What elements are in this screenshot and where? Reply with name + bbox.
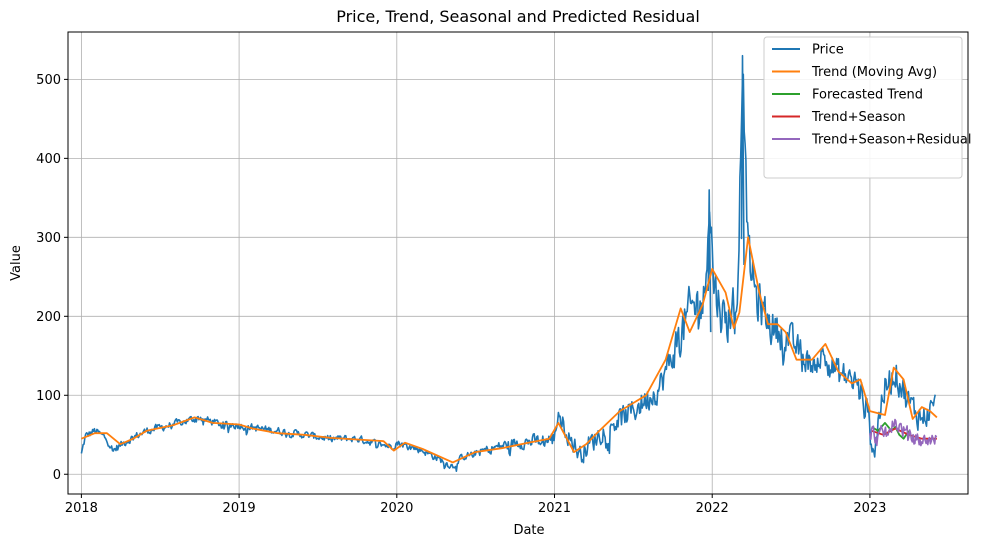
x-tick-label: 2020: [380, 501, 413, 516]
legend-box: [763, 36, 963, 179]
y-tick-label: 300: [36, 231, 61, 246]
y-tick-label: 500: [36, 73, 61, 88]
y-tick-label: 200: [36, 310, 61, 325]
series-lines: [80, 54, 938, 472]
x-tick-label: 2022: [696, 501, 729, 516]
x-tick-label: 2023: [853, 501, 886, 516]
legend-label: Trend (Moving Avg): [811, 65, 937, 80]
x-tick-label: 2019: [223, 501, 256, 516]
x-axis-label: Date: [513, 523, 544, 538]
y-tick-label: 100: [36, 389, 61, 404]
series-line-price: [80, 54, 936, 472]
legend-label: Trend+Season+Residual: [811, 133, 971, 148]
plot-frame: [67, 31, 969, 495]
series-line-trend-season-residual: [869, 418, 938, 447]
x-axis-ticks: 2018 2019 2020 2021 2022 2023: [65, 494, 886, 516]
legend-label: Trend+Season: [811, 110, 906, 125]
y-tick-label: 0: [53, 468, 61, 483]
y-axis-label: Value: [9, 245, 24, 281]
y-axis-ticks: 0 100 200 300 400 500: [36, 73, 68, 483]
legend-label: Forecasted Trend: [812, 88, 923, 103]
legend: Price Trend (Moving Avg) Forecasted Trend T…: [763, 36, 971, 179]
chart-title: Price, Trend, Seasonal and Predicted Res…: [336, 7, 700, 26]
x-tick-label: 2018: [65, 501, 98, 516]
series-line-trend-moving-avg: [81, 236, 938, 464]
legend-label: Price: [812, 43, 844, 58]
y-tick-label: 400: [36, 152, 61, 167]
x-tick-label: 2021: [538, 501, 571, 516]
